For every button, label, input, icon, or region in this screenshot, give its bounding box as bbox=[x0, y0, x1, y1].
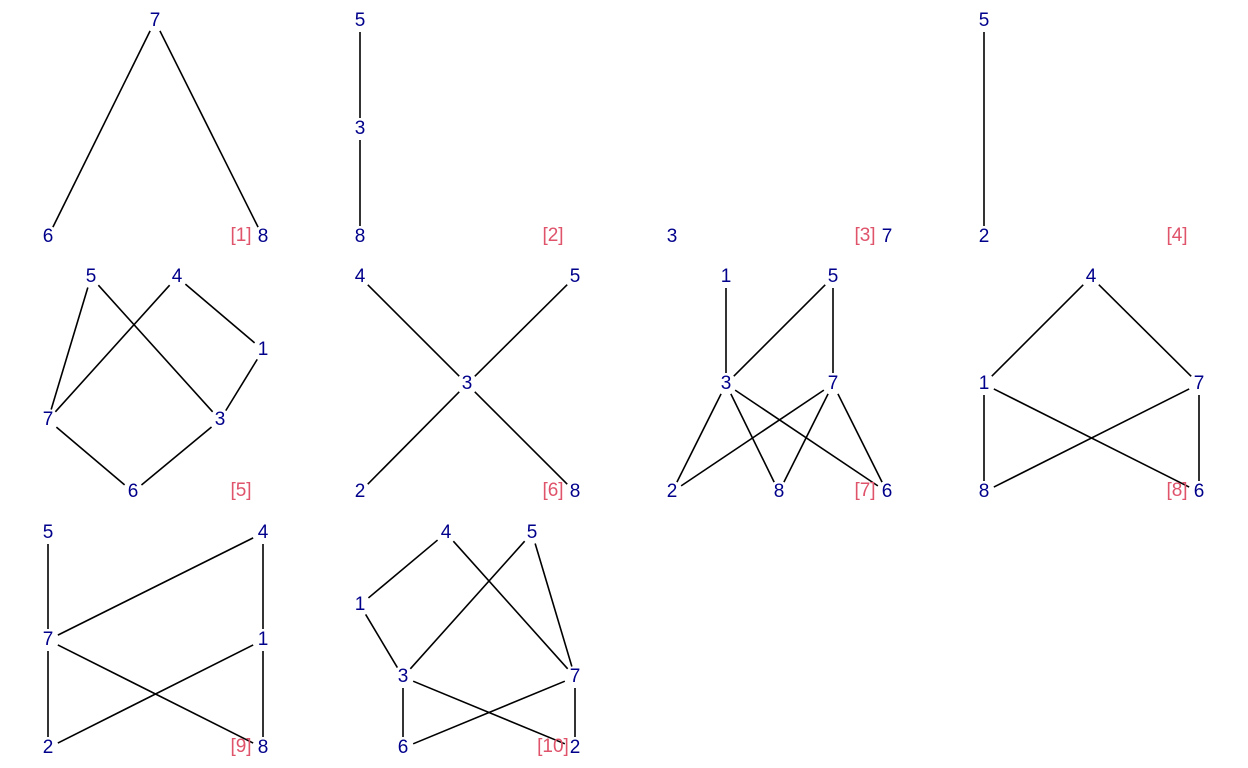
node-label: 3 bbox=[667, 226, 678, 247]
panel-4: 5 2 [4] bbox=[979, 10, 1188, 247]
panel-tag: [3] bbox=[854, 225, 875, 246]
node-label: 6 bbox=[398, 737, 409, 758]
node-label: 1 bbox=[258, 339, 269, 360]
panel-tag: [7] bbox=[854, 480, 875, 501]
panel-tag: [2] bbox=[542, 225, 563, 246]
node-label: 6 bbox=[128, 481, 139, 502]
edge-4-7 bbox=[54, 284, 171, 413]
node-label: 1 bbox=[721, 266, 732, 287]
edge-3-2 bbox=[676, 393, 722, 483]
node-label: 5 bbox=[355, 10, 366, 31]
node-label: 8 bbox=[774, 481, 785, 502]
node-label: 3 bbox=[398, 666, 409, 687]
node-label: 6 bbox=[43, 226, 54, 247]
node-label: 5 bbox=[828, 266, 839, 287]
edge-7-8 bbox=[993, 388, 1190, 488]
node-label: 2 bbox=[355, 481, 366, 502]
edge-7-2 bbox=[680, 389, 825, 487]
node-label: 8 bbox=[355, 226, 366, 247]
node-label: 7 bbox=[43, 629, 54, 650]
edge-5-7 bbox=[534, 543, 573, 667]
edge-4-7 bbox=[57, 537, 254, 636]
panel-6: 4 5 3 2 8 [6] bbox=[355, 266, 581, 502]
edge-3-6 bbox=[140, 426, 213, 486]
panel-1: 7 6 8 [1] bbox=[43, 10, 269, 247]
panel-tag: [5] bbox=[230, 480, 251, 501]
node-label: 6 bbox=[882, 481, 893, 502]
panel-tag: [8] bbox=[1166, 480, 1187, 501]
edge-1-2 bbox=[57, 644, 254, 744]
node-label: 5 bbox=[527, 522, 538, 543]
node-label: 5 bbox=[570, 266, 581, 287]
panel-2: 5 3 8 [2] bbox=[355, 10, 564, 247]
node-label: 8 bbox=[570, 481, 581, 502]
node-label: 4 bbox=[441, 522, 452, 543]
edge-5-3 bbox=[409, 540, 526, 670]
panel-3: 3 7 [3] bbox=[667, 225, 893, 247]
edge-7-8 bbox=[159, 30, 259, 228]
panel-8: 4 1 7 8 6 [8] bbox=[979, 266, 1205, 502]
node-label: 7 bbox=[828, 373, 839, 394]
edge-4-3 bbox=[367, 284, 460, 377]
panel-tag: [4] bbox=[1166, 225, 1187, 246]
panel-tag: [9] bbox=[230, 736, 251, 757]
node-label: 5 bbox=[86, 266, 97, 287]
node-label: 7 bbox=[882, 226, 893, 247]
edge-4-1 bbox=[184, 283, 256, 344]
edge-5-3 bbox=[474, 284, 568, 377]
node-label: 7 bbox=[570, 666, 581, 687]
edge-3-8 bbox=[474, 391, 568, 485]
node-label: 2 bbox=[43, 737, 54, 758]
panel-tag: [1] bbox=[230, 225, 251, 246]
node-label: 4 bbox=[172, 266, 183, 287]
panel-5: 5 4 1 7 3 6 [5] bbox=[43, 266, 269, 502]
node-label: 1 bbox=[355, 594, 366, 615]
edge-5-3 bbox=[733, 284, 826, 377]
node-label: 2 bbox=[979, 226, 990, 247]
node-label: 7 bbox=[150, 10, 161, 31]
node-label: 5 bbox=[43, 522, 54, 543]
edge-3-2 bbox=[367, 391, 460, 485]
node-label: 2 bbox=[570, 737, 581, 758]
edge-7-6 bbox=[837, 393, 883, 483]
node-label: 4 bbox=[258, 522, 269, 543]
edge-4-1 bbox=[367, 539, 439, 599]
node-label: 8 bbox=[258, 737, 269, 758]
node-label: 6 bbox=[1194, 481, 1205, 502]
node-label: 7 bbox=[1194, 373, 1205, 394]
node-label: 3 bbox=[215, 409, 226, 430]
edge-7-6 bbox=[412, 680, 566, 745]
node-label: 8 bbox=[258, 226, 269, 247]
edge-4-7 bbox=[452, 540, 569, 670]
node-label: 2 bbox=[667, 481, 678, 502]
edge-1-3 bbox=[225, 358, 258, 412]
node-label: 5 bbox=[979, 10, 990, 31]
edge-4-1 bbox=[991, 284, 1084, 377]
node-label: 3 bbox=[462, 373, 473, 394]
node-label: 4 bbox=[355, 266, 366, 287]
edge-7-6 bbox=[52, 30, 151, 228]
edge-1-3 bbox=[364, 614, 399, 668]
edge-7-8 bbox=[783, 393, 829, 483]
node-label: 8 bbox=[979, 481, 990, 502]
panel-7: 1 5 3 7 2 8 6 [7] bbox=[667, 266, 893, 502]
panel-tag: [10] bbox=[537, 736, 569, 757]
edge-5-3 bbox=[97, 284, 214, 413]
node-label: 3 bbox=[355, 118, 366, 139]
node-label: 4 bbox=[1086, 266, 1097, 287]
node-label: 3 bbox=[721, 373, 732, 394]
panel-tag: [6] bbox=[542, 480, 563, 501]
node-label: 7 bbox=[43, 409, 54, 430]
edge-4-7 bbox=[1098, 284, 1192, 377]
panel-9: 5 4 7 1 2 8 [9] bbox=[43, 522, 269, 758]
panel-10: 4 5 1 3 7 6 2[10] bbox=[355, 522, 581, 758]
edge-5-7 bbox=[50, 287, 89, 410]
edge-7-6 bbox=[55, 426, 126, 486]
node-label: 1 bbox=[258, 629, 269, 650]
node-label: 1 bbox=[979, 373, 990, 394]
